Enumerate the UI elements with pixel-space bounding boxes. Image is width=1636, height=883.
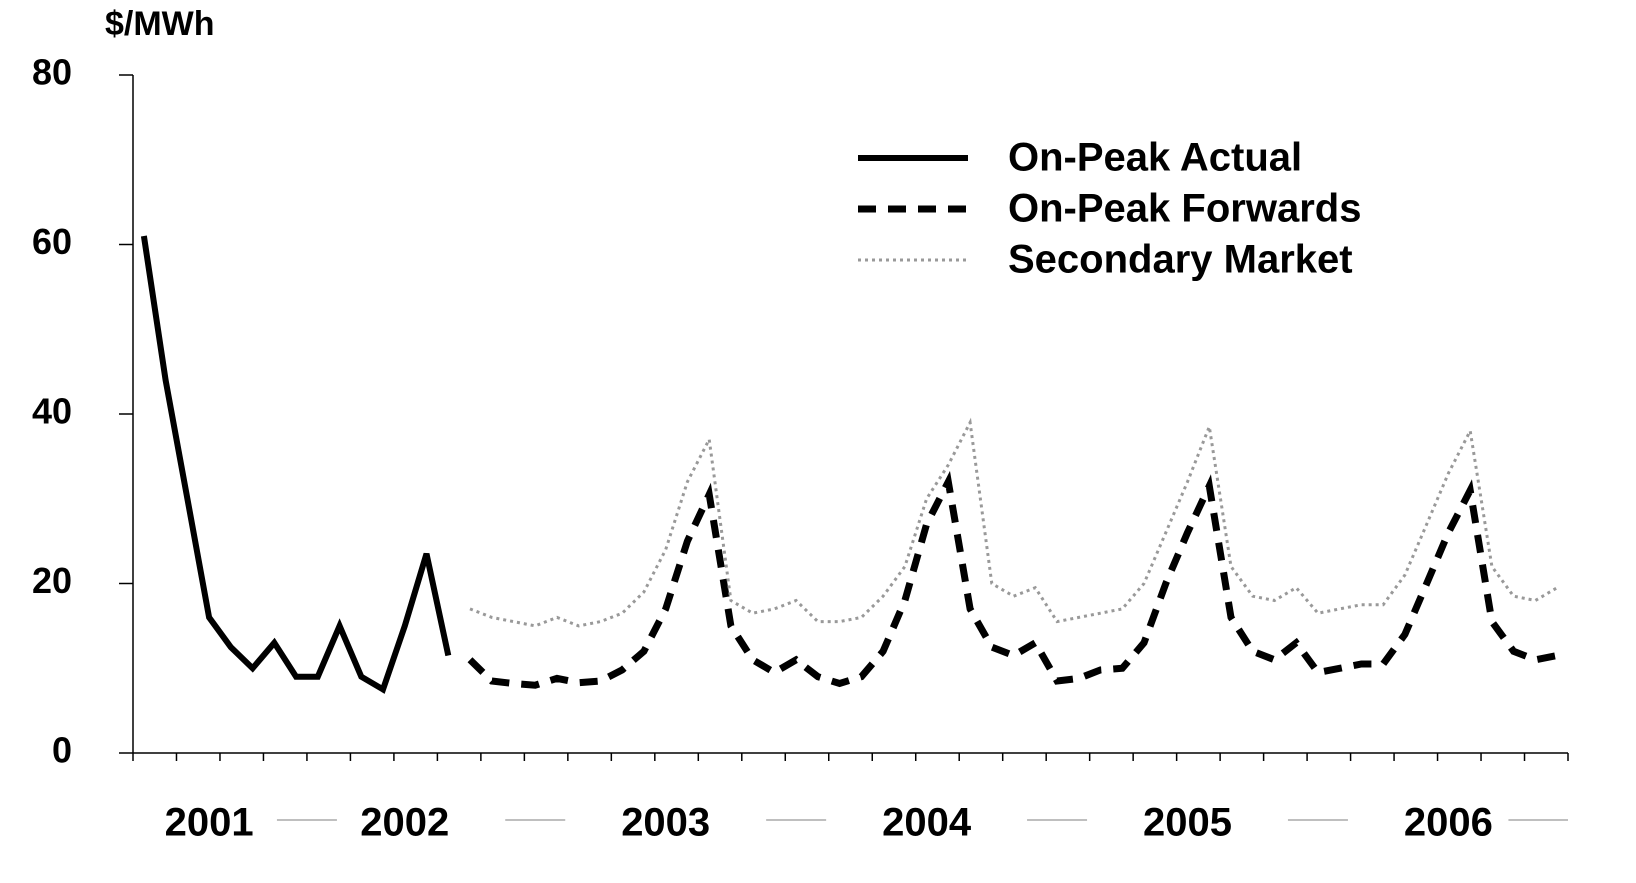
- x-tick-label: 2005: [1143, 801, 1232, 845]
- series-line: [469, 417, 1558, 628]
- legend-label: Secondary Market: [1008, 238, 1353, 282]
- x-tick-label: 2002: [360, 801, 449, 845]
- legend-label: On-Peak Forwards: [1008, 187, 1361, 231]
- y-tick-label: 80: [32, 52, 72, 93]
- x-tick-label: 2006: [1404, 801, 1493, 845]
- x-tick-label: 2001: [165, 801, 254, 845]
- series-line: [140, 235, 452, 694]
- y-tick-label: 20: [32, 560, 72, 601]
- y-axis-label: $/MWh: [105, 5, 215, 43]
- y-tick-label: 60: [32, 221, 72, 262]
- x-tick-label: 2003: [621, 801, 710, 845]
- series-line: [467, 470, 1558, 689]
- legend-label: On-Peak Actual: [1008, 136, 1302, 180]
- x-tick-label: 2004: [882, 801, 972, 845]
- y-tick-label: 40: [32, 391, 72, 432]
- y-tick-label: 0: [52, 730, 72, 771]
